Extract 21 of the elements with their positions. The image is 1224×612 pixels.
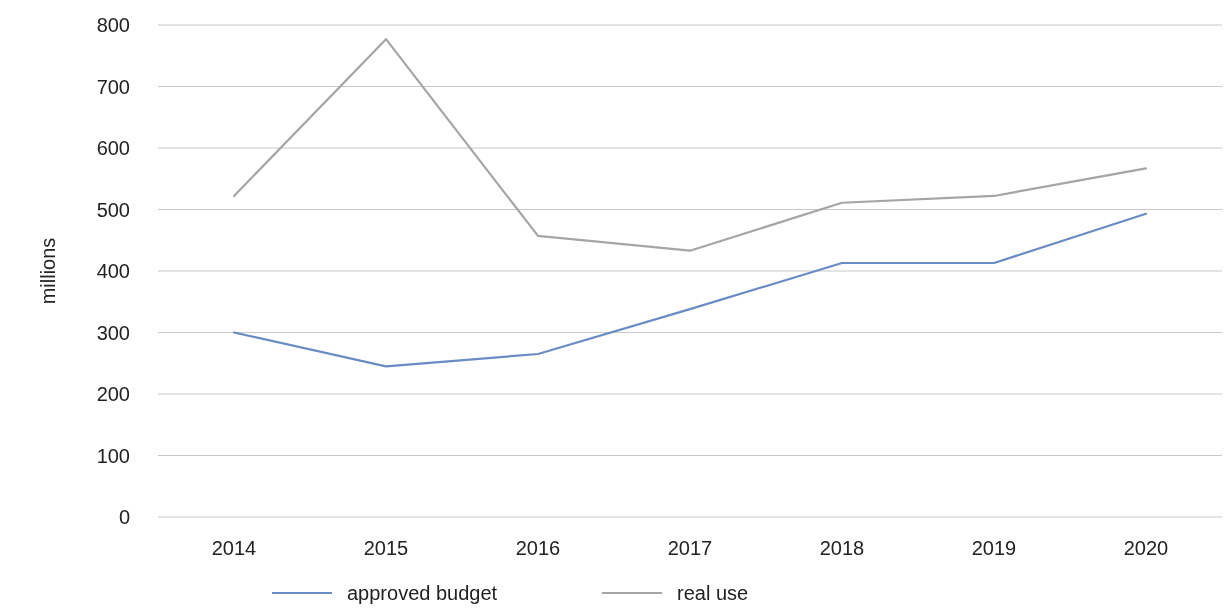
- x-tick-label: 2015: [363, 537, 409, 559]
- y-tick-label: 600: [96, 137, 130, 159]
- x-tick-label: 2014: [211, 537, 257, 559]
- x-tick-label: 2018: [819, 537, 865, 559]
- y-tick-label: 300: [96, 321, 130, 344]
- x-tick-label: 2016: [515, 537, 561, 559]
- y-axis-title: millions: [37, 237, 59, 305]
- y-tick-label: 200: [96, 383, 130, 405]
- x-tick-label: 2020: [1123, 537, 1169, 559]
- y-tick-label: 500: [96, 198, 130, 221]
- y-tick-label: 100: [96, 444, 130, 467]
- y-tick-label: 700: [96, 75, 130, 98]
- x-tick-label: 2017: [667, 537, 713, 559]
- y-tick-label: 800: [96, 14, 130, 36]
- legend-label: approved budget: [347, 582, 498, 604]
- line-series: [232, 212, 1148, 368]
- legend-label: real use: [677, 582, 749, 604]
- line-series: [232, 38, 1148, 252]
- y-tick-label: 400: [96, 260, 130, 282]
- x-tick-label: 2019: [971, 537, 1017, 559]
- y-tick-label: 0: [118, 506, 130, 528]
